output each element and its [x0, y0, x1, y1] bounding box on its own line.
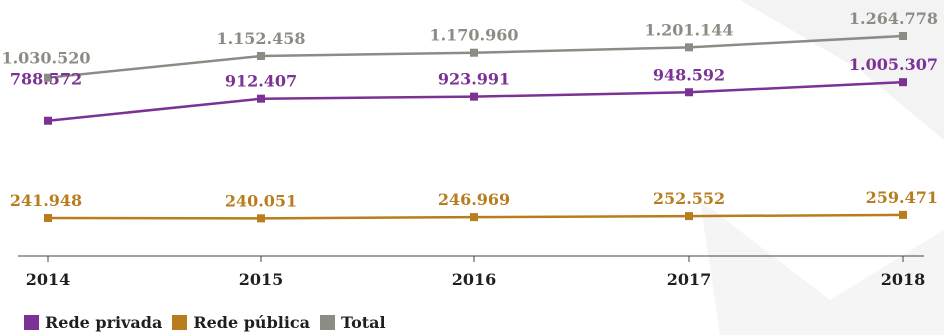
data-label: 246.969	[438, 190, 510, 209]
data-point-marker	[257, 94, 265, 103]
legend-swatch	[24, 315, 39, 330]
legend-item-rede-publica: Rede pública	[172, 313, 310, 332]
data-point-marker	[899, 210, 907, 219]
data-point-marker	[470, 92, 478, 101]
data-label: 259.471	[866, 188, 938, 207]
data-label: 948.592	[653, 65, 725, 84]
data-point-marker	[470, 48, 478, 57]
data-label: 788.572	[10, 70, 82, 89]
data-point-marker	[685, 43, 693, 52]
data-label: 1.170.960	[429, 26, 518, 45]
data-point-marker	[899, 32, 907, 40]
data-point-marker	[257, 214, 265, 223]
legend-label: Rede privada	[45, 313, 163, 332]
x-tick-label: 2018	[881, 270, 926, 289]
x-tick-label: 2017	[667, 270, 712, 289]
data-label: 923.991	[438, 70, 510, 89]
data-point-marker	[899, 78, 907, 87]
data-point-marker	[257, 51, 265, 60]
data-point-marker	[470, 213, 478, 222]
x-tick-label: 2014	[26, 270, 71, 289]
legend-swatch	[320, 315, 336, 330]
data-point-marker	[685, 212, 693, 221]
data-point-marker	[44, 214, 52, 222]
data-point-marker	[685, 88, 693, 97]
data-label: 252.552	[653, 189, 725, 208]
data-point-marker	[44, 73, 52, 82]
data-label: 241.948	[10, 191, 82, 210]
x-tick-label: 2015	[239, 270, 284, 289]
legend-item-rede-privada: Rede privada	[24, 313, 162, 332]
legend: Rede privada Rede pública Total	[24, 313, 396, 332]
data-label: 1.152.458	[216, 29, 305, 48]
data-label: 240.051	[225, 191, 297, 210]
data-label: 1.264.778	[849, 9, 938, 28]
x-tick-label: 2016	[452, 270, 497, 289]
data-label: 1.005.307	[849, 55, 938, 74]
background-watermark	[700, 0, 944, 335]
legend-label: Total	[341, 313, 386, 332]
data-label: 1.201.144	[644, 20, 733, 39]
data-label: 912.407	[225, 72, 297, 91]
data-point-marker	[44, 116, 52, 125]
legend-label: Rede pública	[193, 313, 311, 332]
data-label: 1.030.520	[1, 49, 90, 68]
legend-item-total: Total	[320, 313, 386, 332]
legend-swatch	[172, 315, 188, 330]
